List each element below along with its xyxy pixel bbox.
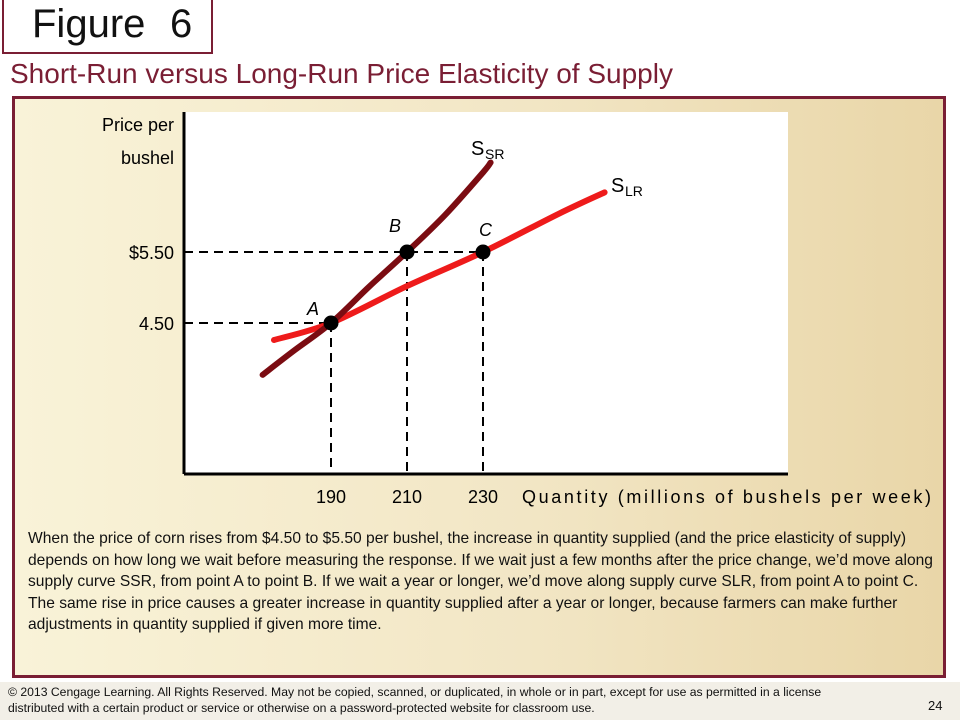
figure-label-box: Figure 6 [2,0,213,54]
y-tick-label: $5.50 [129,243,174,263]
y-axis-label-line1: Price per [102,115,174,135]
x-tick-label: 190 [316,487,346,507]
x-tick-label: 210 [392,487,422,507]
figure-caption: When the price of corn rises from $4.50 … [28,530,933,633]
curve-label-s-sr: S [471,138,484,160]
x-tick-label: 230 [468,487,498,507]
curve-s-sr [259,159,494,378]
curve-label-sub-sr: SR [485,146,504,162]
data-points [323,244,491,331]
x-axis-label: Quantity (millions of bushels per week) [522,487,931,507]
point-label-b: B [389,216,401,236]
figure-number: 6 [170,2,193,46]
copyright-notice: © 2013 Cengage Learning. All Rights Rese… [8,685,822,715]
chart-title: Short-Run versus Long-Run Price Elastici… [10,58,673,89]
curve-label-sub-lr: LR [625,183,643,199]
point-c [475,244,491,260]
point-a [323,315,339,331]
point-label-a: A [306,299,319,319]
page-number: 24 [928,698,943,713]
y-tick-label: 4.50 [139,314,174,334]
curve-label-s-lr: S [611,175,624,197]
y-axis-label-line2: bushel [121,148,174,168]
point-b [399,244,415,260]
footer-bar [0,682,960,720]
point-label-c: C [479,220,493,240]
figure-word: Figure [32,2,146,46]
